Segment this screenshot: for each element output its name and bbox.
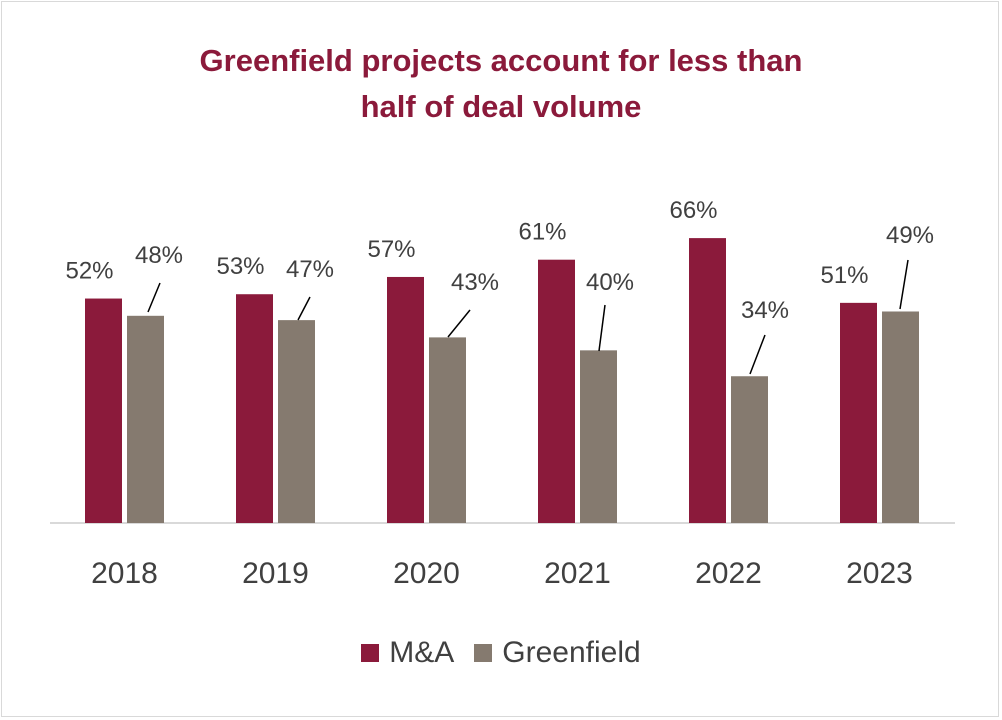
leader-line-greenfield-2020 xyxy=(447,309,471,338)
bar-ma-2022 xyxy=(689,238,726,523)
legend-swatch-ma xyxy=(361,644,380,662)
legend-item-ma: M&A xyxy=(361,636,454,670)
bar-greenfield-2020 xyxy=(429,337,466,523)
chart-title-line-1: Greenfield projects account for less tha… xyxy=(199,43,803,78)
legend-item-greenfield: Greenfield xyxy=(474,636,641,670)
bar-greenfield-2021 xyxy=(580,350,617,523)
data-label-ma-2021: 61% xyxy=(518,219,566,246)
leader-line-greenfield-2019 xyxy=(297,296,311,321)
data-label-ma-2020: 57% xyxy=(367,236,415,263)
data-label-greenfield-2022: 34% xyxy=(741,297,789,324)
x-tick-label-2020: 2020 xyxy=(393,557,460,590)
leader-line-greenfield-2018 xyxy=(147,282,161,313)
legend-swatch-greenfield xyxy=(474,644,493,662)
x-tick-label-2018: 2018 xyxy=(91,557,158,590)
data-label-ma-2023: 51% xyxy=(820,262,868,289)
bar-ma-2019 xyxy=(236,294,273,523)
bar-greenfield-2019 xyxy=(278,320,315,523)
data-label-greenfield-2023: 49% xyxy=(886,222,934,249)
bar-ma-2023 xyxy=(840,302,877,523)
data-label-ma-2019: 53% xyxy=(216,253,264,280)
legend: M&A Greenfield xyxy=(0,636,1002,670)
data-label-greenfield-2021: 40% xyxy=(586,269,634,296)
x-tick-label-2022: 2022 xyxy=(695,557,762,590)
leader-line-greenfield-2021 xyxy=(598,304,606,352)
data-label-greenfield-2019: 47% xyxy=(286,256,334,283)
x-tick-label-2023: 2023 xyxy=(846,557,913,590)
chart-title-line-2: half of deal volume xyxy=(360,89,642,124)
chart-title: Greenfield projects account for less tha… xyxy=(0,38,1002,130)
data-label-greenfield-2018: 48% xyxy=(135,242,183,269)
bar-ma-2021 xyxy=(538,259,575,523)
x-tick-label-2019: 2019 xyxy=(242,557,309,590)
bar-greenfield-2023 xyxy=(882,311,919,523)
leader-line-greenfield-2022 xyxy=(749,334,766,375)
bar-ma-2020 xyxy=(387,276,424,523)
bar-ma-2018 xyxy=(85,298,122,523)
legend-label-greenfield: Greenfield xyxy=(502,636,641,669)
bar-greenfield-2018 xyxy=(127,315,164,523)
data-label-ma-2018: 52% xyxy=(65,258,113,285)
data-label-greenfield-2020: 43% xyxy=(451,269,499,296)
legend-label-ma: M&A xyxy=(389,636,455,669)
x-tick-label-2021: 2021 xyxy=(544,557,611,590)
leader-line-greenfield-2023 xyxy=(899,259,909,310)
data-label-ma-2022: 66% xyxy=(669,197,717,224)
bar-greenfield-2022 xyxy=(731,376,768,523)
